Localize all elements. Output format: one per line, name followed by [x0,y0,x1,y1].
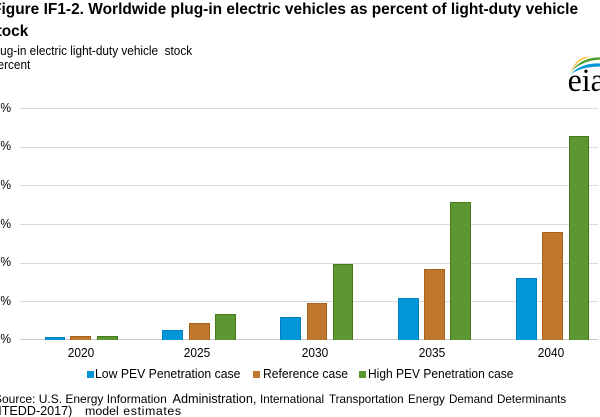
svg-text:eia: eia [568,63,600,100]
